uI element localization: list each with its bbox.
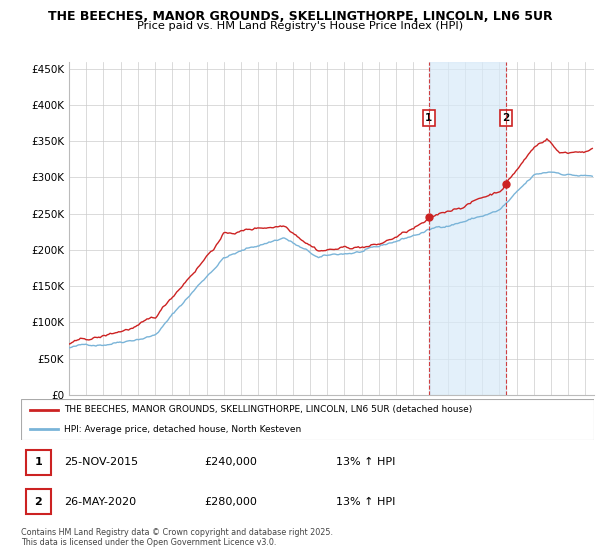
Text: 2: 2: [35, 497, 43, 507]
Text: THE BEECHES, MANOR GROUNDS, SKELLINGTHORPE, LINCOLN, LN6 5UR: THE BEECHES, MANOR GROUNDS, SKELLINGTHOR…: [47, 10, 553, 22]
Text: £280,000: £280,000: [205, 497, 257, 507]
Text: HPI: Average price, detached house, North Kesteven: HPI: Average price, detached house, Nort…: [64, 424, 301, 433]
Text: 2: 2: [503, 113, 510, 123]
Text: 1: 1: [35, 458, 43, 468]
Text: THE BEECHES, MANOR GROUNDS, SKELLINGTHORPE, LINCOLN, LN6 5UR (detached house): THE BEECHES, MANOR GROUNDS, SKELLINGTHOR…: [64, 405, 472, 414]
Text: 26-MAY-2020: 26-MAY-2020: [64, 497, 136, 507]
Bar: [429, 62, 506, 395]
Text: 13% ↑ HPI: 13% ↑ HPI: [336, 497, 395, 507]
FancyBboxPatch shape: [21, 399, 594, 440]
FancyBboxPatch shape: [26, 489, 52, 514]
Text: 25-NOV-2015: 25-NOV-2015: [64, 458, 138, 468]
FancyBboxPatch shape: [26, 450, 52, 475]
Text: Price paid vs. HM Land Registry's House Price Index (HPI): Price paid vs. HM Land Registry's House …: [137, 21, 463, 31]
Text: 1: 1: [425, 113, 433, 123]
Text: Contains HM Land Registry data © Crown copyright and database right 2025.
This d: Contains HM Land Registry data © Crown c…: [21, 528, 333, 547]
Text: 13% ↑ HPI: 13% ↑ HPI: [336, 458, 395, 468]
Text: £240,000: £240,000: [205, 458, 257, 468]
